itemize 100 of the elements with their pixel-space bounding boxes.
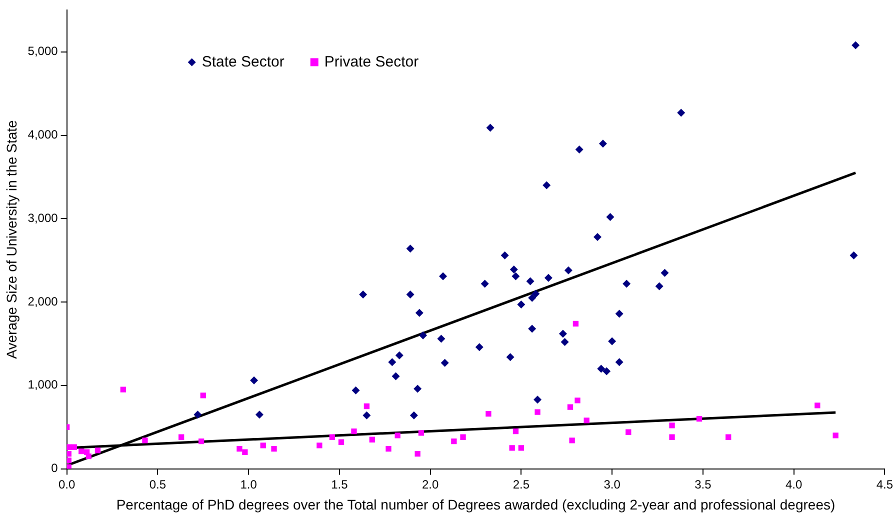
point: [512, 272, 520, 280]
point: [437, 334, 446, 343]
point: [606, 212, 614, 221]
point: [236, 446, 242, 452]
point: [569, 438, 575, 444]
point: [532, 290, 540, 298]
point: [575, 145, 584, 154]
point: [120, 386, 126, 392]
point: [415, 308, 424, 317]
point: [94, 448, 101, 454]
point: [414, 450, 420, 457]
point: [460, 434, 466, 440]
point: [615, 310, 624, 318]
point: [386, 446, 392, 452]
x-tick-label: 1.5: [331, 477, 348, 492]
point: [696, 416, 702, 422]
point: [534, 409, 540, 415]
point: [814, 402, 820, 408]
point: [509, 445, 515, 451]
x-tick-label: 4.0: [785, 477, 802, 492]
point: [66, 444, 72, 450]
point: [542, 181, 551, 190]
point: [726, 434, 732, 440]
point: [406, 290, 414, 299]
point: [510, 266, 518, 274]
point: [364, 403, 370, 410]
point: [440, 358, 449, 367]
point: [395, 351, 404, 360]
point: [414, 384, 422, 393]
point: [406, 244, 414, 253]
x-tick-label: 2.5: [512, 477, 530, 492]
x-tick-label: 2.0: [422, 477, 439, 492]
x-tick-label: 3.5: [694, 477, 712, 492]
point: [572, 320, 579, 327]
point: [528, 324, 536, 333]
point: [359, 290, 368, 299]
y-tick-label: 2,000: [28, 294, 58, 308]
point: [534, 396, 542, 404]
point: [626, 429, 632, 435]
point: [198, 438, 204, 444]
point: [526, 277, 534, 286]
point: [260, 442, 266, 448]
point: [352, 386, 360, 394]
point: [475, 343, 484, 352]
point: [271, 446, 277, 452]
point: [560, 338, 569, 346]
point: [655, 282, 664, 290]
legend-label: State Sector: [202, 53, 284, 70]
point: [544, 274, 552, 282]
y-tick-label: 0: [51, 461, 58, 476]
point: [486, 124, 494, 132]
x-tick-label: 0.0: [58, 477, 76, 492]
point: [392, 372, 400, 380]
point: [584, 418, 590, 424]
point: [677, 108, 686, 117]
y-tick-label: 5,000: [28, 44, 58, 58]
point: [567, 404, 574, 410]
point: [242, 449, 248, 455]
point: [66, 458, 72, 464]
point: [329, 434, 335, 440]
point: [78, 448, 84, 454]
x-axis-title: Percentage of PhD degrees over the Total number of Degrees awarded (excluding 2-year and professional degrees): [116, 496, 836, 512]
point: [250, 376, 258, 384]
x-tick-label: 4.5: [876, 477, 894, 492]
point: [669, 422, 675, 428]
y-tick-label: 4,000: [28, 128, 58, 142]
point: [369, 436, 375, 442]
point: [500, 251, 509, 260]
point: [602, 367, 611, 376]
point: [512, 428, 519, 434]
point: [506, 353, 514, 362]
point: [518, 445, 524, 451]
point: [594, 233, 602, 241]
point: [852, 41, 860, 50]
point: [419, 331, 428, 340]
point: [194, 410, 202, 419]
x-tick-label: 3.0: [604, 477, 621, 492]
point: [832, 432, 838, 438]
x-tick-label: 0.5: [149, 477, 166, 492]
point: [362, 411, 371, 420]
point: [178, 434, 184, 440]
point: [66, 450, 72, 457]
point: [598, 140, 607, 148]
point: [388, 358, 396, 366]
point: [316, 442, 322, 448]
point: [564, 266, 572, 274]
y-axis-title: Average Size of University in the State: [3, 120, 20, 359]
point: [850, 251, 858, 260]
point: [615, 358, 624, 366]
point: [439, 272, 448, 280]
point: [608, 337, 616, 346]
y-tick-label: 3,000: [28, 210, 58, 225]
point: [451, 438, 457, 444]
point: [255, 410, 264, 419]
point: [597, 364, 606, 373]
point: [394, 432, 400, 438]
point: [410, 411, 418, 420]
point: [622, 280, 631, 288]
point: [517, 300, 526, 309]
point: [142, 438, 148, 444]
